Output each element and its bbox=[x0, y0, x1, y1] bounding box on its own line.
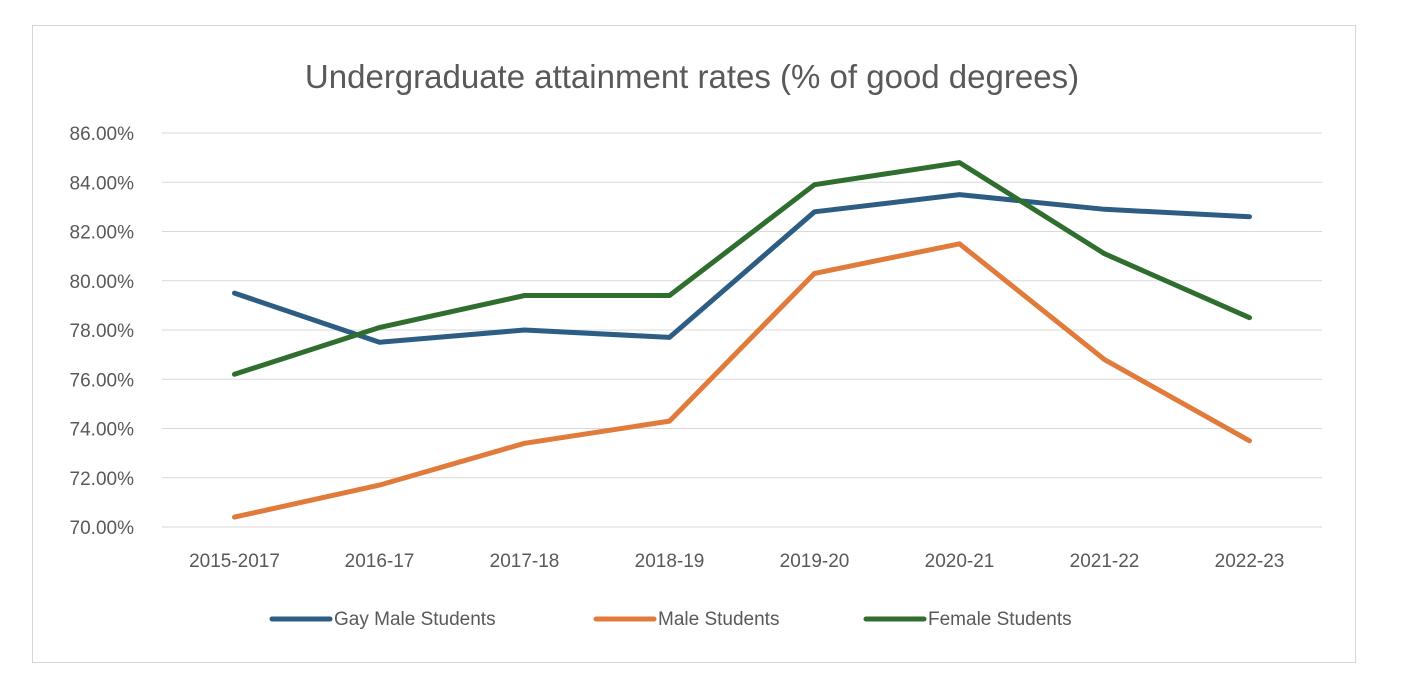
y-axis-ticks: 70.00% 72.00% 74.00% 76.00% 78.00% 80.00% 82.0… bbox=[70, 124, 135, 539]
y-tick-label: 78.00% bbox=[70, 321, 135, 342]
chart-frame bbox=[32, 25, 1356, 663]
series-line-gay-male-students bbox=[232, 192, 1252, 345]
legend: Gay Male Students Male Students Female Stu… bbox=[269, 609, 1072, 630]
x-tick-label: 2019-20 bbox=[780, 551, 850, 572]
legend-label: Gay Male Students bbox=[334, 609, 496, 630]
x-tick-label: 2015-2017 bbox=[189, 551, 280, 572]
y-tick-label: 74.00% bbox=[70, 420, 135, 441]
x-axis-ticks: 2015-2017 2016-17 2017-18 2018-19 2019-20 202… bbox=[189, 551, 1284, 572]
x-tick-label: 2016-17 bbox=[345, 551, 415, 572]
x-tick-label: 2018-19 bbox=[635, 551, 705, 572]
chart-title: Undergraduate attainment rates (% of goo… bbox=[305, 58, 1079, 95]
legend-label: Female Students bbox=[928, 609, 1072, 630]
x-tick-label: 2020-21 bbox=[925, 551, 995, 572]
y-tick-label: 86.00% bbox=[70, 124, 135, 145]
y-tick-label: 82.00% bbox=[70, 223, 135, 244]
series-line-female-students bbox=[232, 160, 1252, 377]
legend-label: Male Students bbox=[658, 609, 779, 630]
y-tick-label: 70.00% bbox=[70, 518, 135, 539]
y-tick-label: 80.00% bbox=[70, 272, 135, 293]
series-line-male-students bbox=[232, 241, 1252, 520]
y-tick-label: 72.00% bbox=[70, 469, 135, 490]
y-tick-label: 76.00% bbox=[70, 370, 135, 391]
series-lines bbox=[232, 160, 1252, 520]
x-tick-label: 2021-22 bbox=[1070, 551, 1140, 572]
x-tick-label: 2022-23 bbox=[1215, 551, 1285, 572]
y-tick-label: 84.00% bbox=[70, 173, 135, 194]
x-tick-label: 2017-18 bbox=[490, 551, 560, 572]
gridlines bbox=[162, 132, 1322, 528]
